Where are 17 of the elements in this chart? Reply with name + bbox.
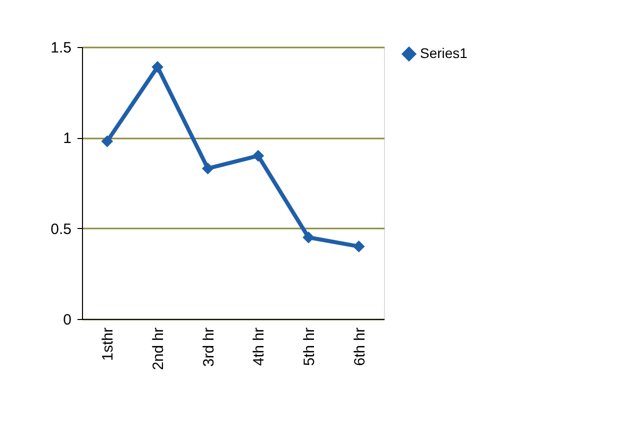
point <box>101 135 114 148</box>
point <box>252 150 264 162</box>
x-tick-label: 6th hr <box>351 328 368 366</box>
y-tick-label: 0 <box>63 312 72 328</box>
x-tick-label: 2nd hr <box>150 328 167 370</box>
legend-label: Series1 <box>420 45 468 61</box>
point <box>152 61 164 73</box>
point <box>302 231 314 244</box>
y-tick-label: 1 <box>63 130 72 148</box>
x-tick-label: 5th hr <box>301 328 318 366</box>
x-tick-label: 1sthr <box>100 328 117 361</box>
x-tick-label: 4th hr <box>250 328 268 366</box>
point <box>202 162 214 174</box>
y-tick-label: 1.5 <box>50 40 72 56</box>
y-tick-label: 0.5 <box>50 220 72 238</box>
point <box>352 240 365 252</box>
x-tick-label: 3rd hr <box>200 328 218 367</box>
